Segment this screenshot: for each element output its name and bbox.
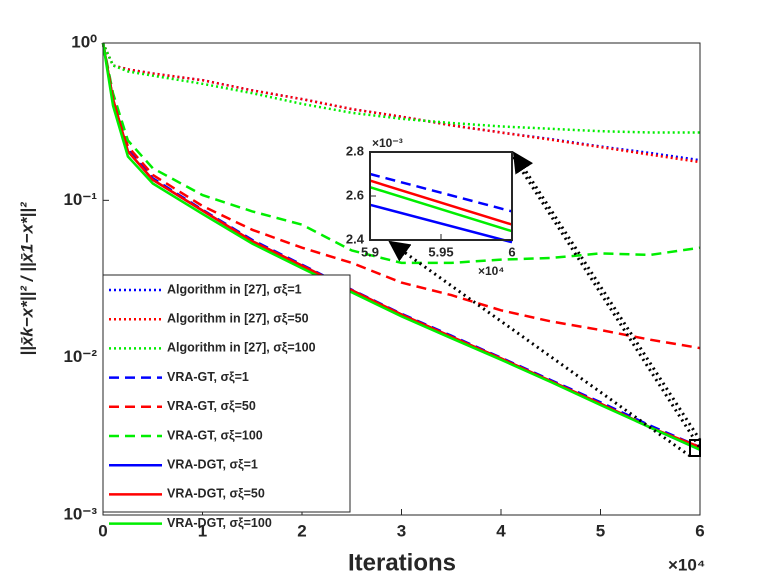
x-tick-label: 1 — [198, 521, 207, 540]
zoom-arrow — [508, 151, 702, 449]
x-tick-label: 5 — [596, 521, 605, 540]
x-multiplier: ×10⁴ — [478, 264, 504, 278]
legend-label: VRA-DGT, σξ=100 — [167, 516, 272, 530]
legend-label: Algorithm in [27], σξ=1 — [167, 282, 302, 296]
legend-label: VRA-DGT, σξ=50 — [167, 487, 265, 501]
legend-box — [102, 274, 351, 513]
series-line — [369, 203, 513, 244]
series-line — [101, 42, 701, 350]
plot-area — [370, 152, 512, 240]
legend-label: VRA-GT, σξ=50 — [167, 399, 256, 413]
legend-label: VRA-DGT, σξ=1 — [167, 457, 258, 471]
legend-label: VRA-GT, σξ=100 — [167, 428, 263, 442]
x-axis-label: Iterations — [348, 549, 456, 576]
y-tick-label: 2.6 — [346, 187, 364, 202]
legend-label: Algorithm in [27], σξ=50 — [167, 311, 309, 325]
main-plot: 10⁻³ 10⁻² 10⁻¹ 10⁰ 0 1 2 3 4 5 6 Iterations ×10⁴ ||x̄… — [17, 32, 705, 576]
zoom-arrow — [388, 240, 691, 458]
y-tick-label: 2.4 — [346, 231, 365, 246]
y-axis-label: ||x̄k−x*||² / ||x̄1−x*||² — [17, 201, 36, 356]
series-line — [369, 172, 513, 213]
x-tick-label: 6 — [508, 244, 515, 259]
series-line — [369, 179, 513, 226]
x-tick-label: 6 — [695, 521, 704, 540]
legend-label: Algorithm in [27], σξ=100 — [167, 341, 316, 355]
y-tick-label: 10⁻¹ — [63, 190, 97, 209]
y-tick-label: 10⁻³ — [63, 504, 97, 523]
x-tick-label: 2 — [297, 521, 306, 540]
y-tick-label: 2.8 — [346, 143, 364, 158]
series-line — [101, 42, 701, 451]
x-tick-label: 5.95 — [428, 244, 453, 259]
series-line — [101, 42, 701, 265]
series-line — [101, 42, 700, 134]
inset-plot: 2.4 2.6 2.8 5.9 5.95 6 ×10⁻³ ×10⁴ — [346, 136, 516, 278]
x-tick-label: 4 — [496, 521, 506, 540]
y-tick-label: 10⁻² — [63, 347, 97, 366]
x-tick-label: 3 — [397, 521, 406, 540]
axes-frame — [369, 151, 513, 241]
y-multiplier: ×10⁻³ — [372, 136, 403, 150]
x-tick-label: 0 — [98, 521, 107, 540]
x-tick-label: 5.9 — [361, 244, 379, 259]
x-multiplier: ×10⁴ — [668, 555, 705, 574]
series-line — [369, 186, 513, 233]
legend-label: VRA-GT, σξ=1 — [167, 370, 249, 384]
y-tick-label: 10⁰ — [71, 32, 97, 51]
